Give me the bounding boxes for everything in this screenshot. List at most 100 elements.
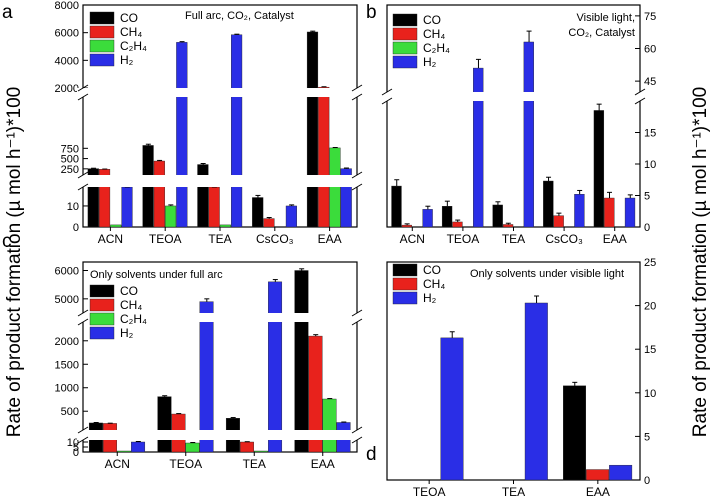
- y-tick-label: 25: [644, 257, 656, 269]
- bar-h2: [285, 205, 297, 228]
- bar-ch4: [586, 469, 610, 481]
- panel-label: d: [366, 444, 377, 465]
- y-tick-label: 0: [644, 475, 650, 487]
- x-category-label: TEOA: [447, 232, 480, 246]
- bar-c2h4: [254, 450, 268, 453]
- y-tick-label: 15: [644, 128, 656, 140]
- bar-co: [391, 185, 402, 228]
- panel-title: Full arc, CO₂, Catalyst: [185, 10, 294, 22]
- bar-ch4: [553, 215, 564, 228]
- bar-c2h4: [322, 398, 337, 453]
- legend-swatch-c2h4: [89, 39, 115, 53]
- legend-swatch-h2: [392, 291, 418, 305]
- y-tick-label: 1500: [55, 359, 79, 371]
- panel-title: Visible light,: [577, 12, 636, 24]
- x-category-label: TEOA: [149, 232, 182, 246]
- panel-title: CO₂, Catalyst: [568, 27, 635, 39]
- axis-break-mark: [77, 426, 89, 434]
- bar-h2: [199, 301, 214, 453]
- x-category-label: TEOA: [169, 457, 202, 471]
- bar-h2: [422, 209, 433, 228]
- y-tick-label: 0: [644, 222, 650, 234]
- y-tick-label: 10: [67, 437, 79, 449]
- y-tick-label: 5000: [55, 294, 79, 306]
- y-tick-label: 5: [644, 431, 650, 443]
- y-tick-label: 2000: [55, 83, 79, 95]
- bar-ch4: [318, 86, 330, 228]
- axis-break-mark: [77, 84, 89, 92]
- y-axis-label-left: Rate of product formation (µ mol h⁻¹)*10…: [4, 87, 25, 437]
- bar-c2h4: [329, 147, 341, 228]
- panel-label: c: [2, 231, 12, 252]
- axis-break-mark: [351, 171, 363, 179]
- x-category-label: EAA: [311, 457, 335, 471]
- bar-co: [543, 180, 554, 228]
- x-category-label: TEA: [502, 232, 525, 246]
- x-category-label: EAA: [603, 232, 627, 246]
- y-tick-label: 75: [644, 11, 656, 23]
- bar-c2h4: [164, 205, 177, 228]
- legend-swatch-co: [392, 13, 418, 27]
- y-tick-label: 0: [73, 447, 79, 459]
- x-category-label: EAA: [318, 232, 342, 246]
- bar-c2h4: [219, 224, 231, 228]
- bar-co: [294, 270, 309, 453]
- bar-ch4: [604, 197, 615, 228]
- axis-break-mark: [77, 318, 89, 326]
- legend-label: H₂: [120, 53, 134, 67]
- legend-label: C₂H₄: [423, 41, 450, 55]
- y-tick-label: 500: [61, 406, 79, 418]
- axis-break-mark: [351, 309, 363, 317]
- bar-h2: [121, 186, 133, 228]
- x-category-label: TEA: [243, 457, 266, 471]
- bar-co: [252, 197, 264, 228]
- bar-ch4: [401, 224, 413, 228]
- x-category-label: TEA: [208, 232, 231, 246]
- y-tick-label: 10: [644, 388, 656, 400]
- bar-h2: [524, 302, 548, 481]
- axis-break-mark: [77, 309, 89, 317]
- bar-h2: [268, 281, 283, 453]
- axis-break-mark: [351, 93, 363, 101]
- axis-break-mark: [77, 93, 89, 101]
- y-tick-label: 10: [67, 201, 79, 213]
- legend-label: CO: [120, 11, 138, 25]
- legend-label: C₂H₄: [120, 312, 147, 326]
- bar-c2h4: [110, 224, 122, 228]
- axis-break-mark: [77, 183, 89, 191]
- legend-swatch-h2: [392, 55, 418, 69]
- axis-break-mark: [351, 426, 363, 434]
- bar-co: [563, 385, 587, 481]
- bar-co: [492, 204, 503, 228]
- panel-b: b 0 5 10 15 45 60 75 ACN TEOA TEA CsCO₃ EAA COCH₄C₂H₄…: [366, 2, 656, 246]
- legend-label: CO: [423, 13, 441, 27]
- legend-label: CH₄: [120, 298, 142, 312]
- axis-break-gap: [77, 175, 363, 187]
- bar-c2h4: [117, 450, 131, 453]
- bar-ch4: [153, 160, 165, 228]
- y-tick-label: 4000: [55, 55, 79, 67]
- legend-swatch-ch4: [392, 27, 418, 41]
- legend-swatch-c2h4: [89, 312, 115, 326]
- axis-break-mark: [351, 183, 363, 191]
- axis-break-gap: [77, 313, 363, 322]
- legend-swatch-ch4: [89, 298, 115, 312]
- bar-c2h4: [185, 442, 200, 453]
- x-category-label: CsCO₃: [545, 232, 583, 246]
- axis-break-gap: [77, 430, 363, 440]
- y-tick-label: 5: [73, 442, 79, 454]
- legend-label: CO: [423, 263, 441, 277]
- legend-swatch-h2: [89, 53, 115, 67]
- y-tick-label: 10: [644, 159, 656, 171]
- x-category-label: ACN: [105, 457, 130, 471]
- bar-h2: [624, 197, 636, 228]
- bar-h2: [574, 194, 585, 228]
- legend-swatch-ch4: [392, 277, 418, 291]
- legend-swatch-h2: [89, 326, 115, 340]
- y-tick-label: 0: [73, 222, 79, 234]
- x-category-label: ACN: [400, 232, 425, 246]
- axis-break-mark: [351, 84, 363, 92]
